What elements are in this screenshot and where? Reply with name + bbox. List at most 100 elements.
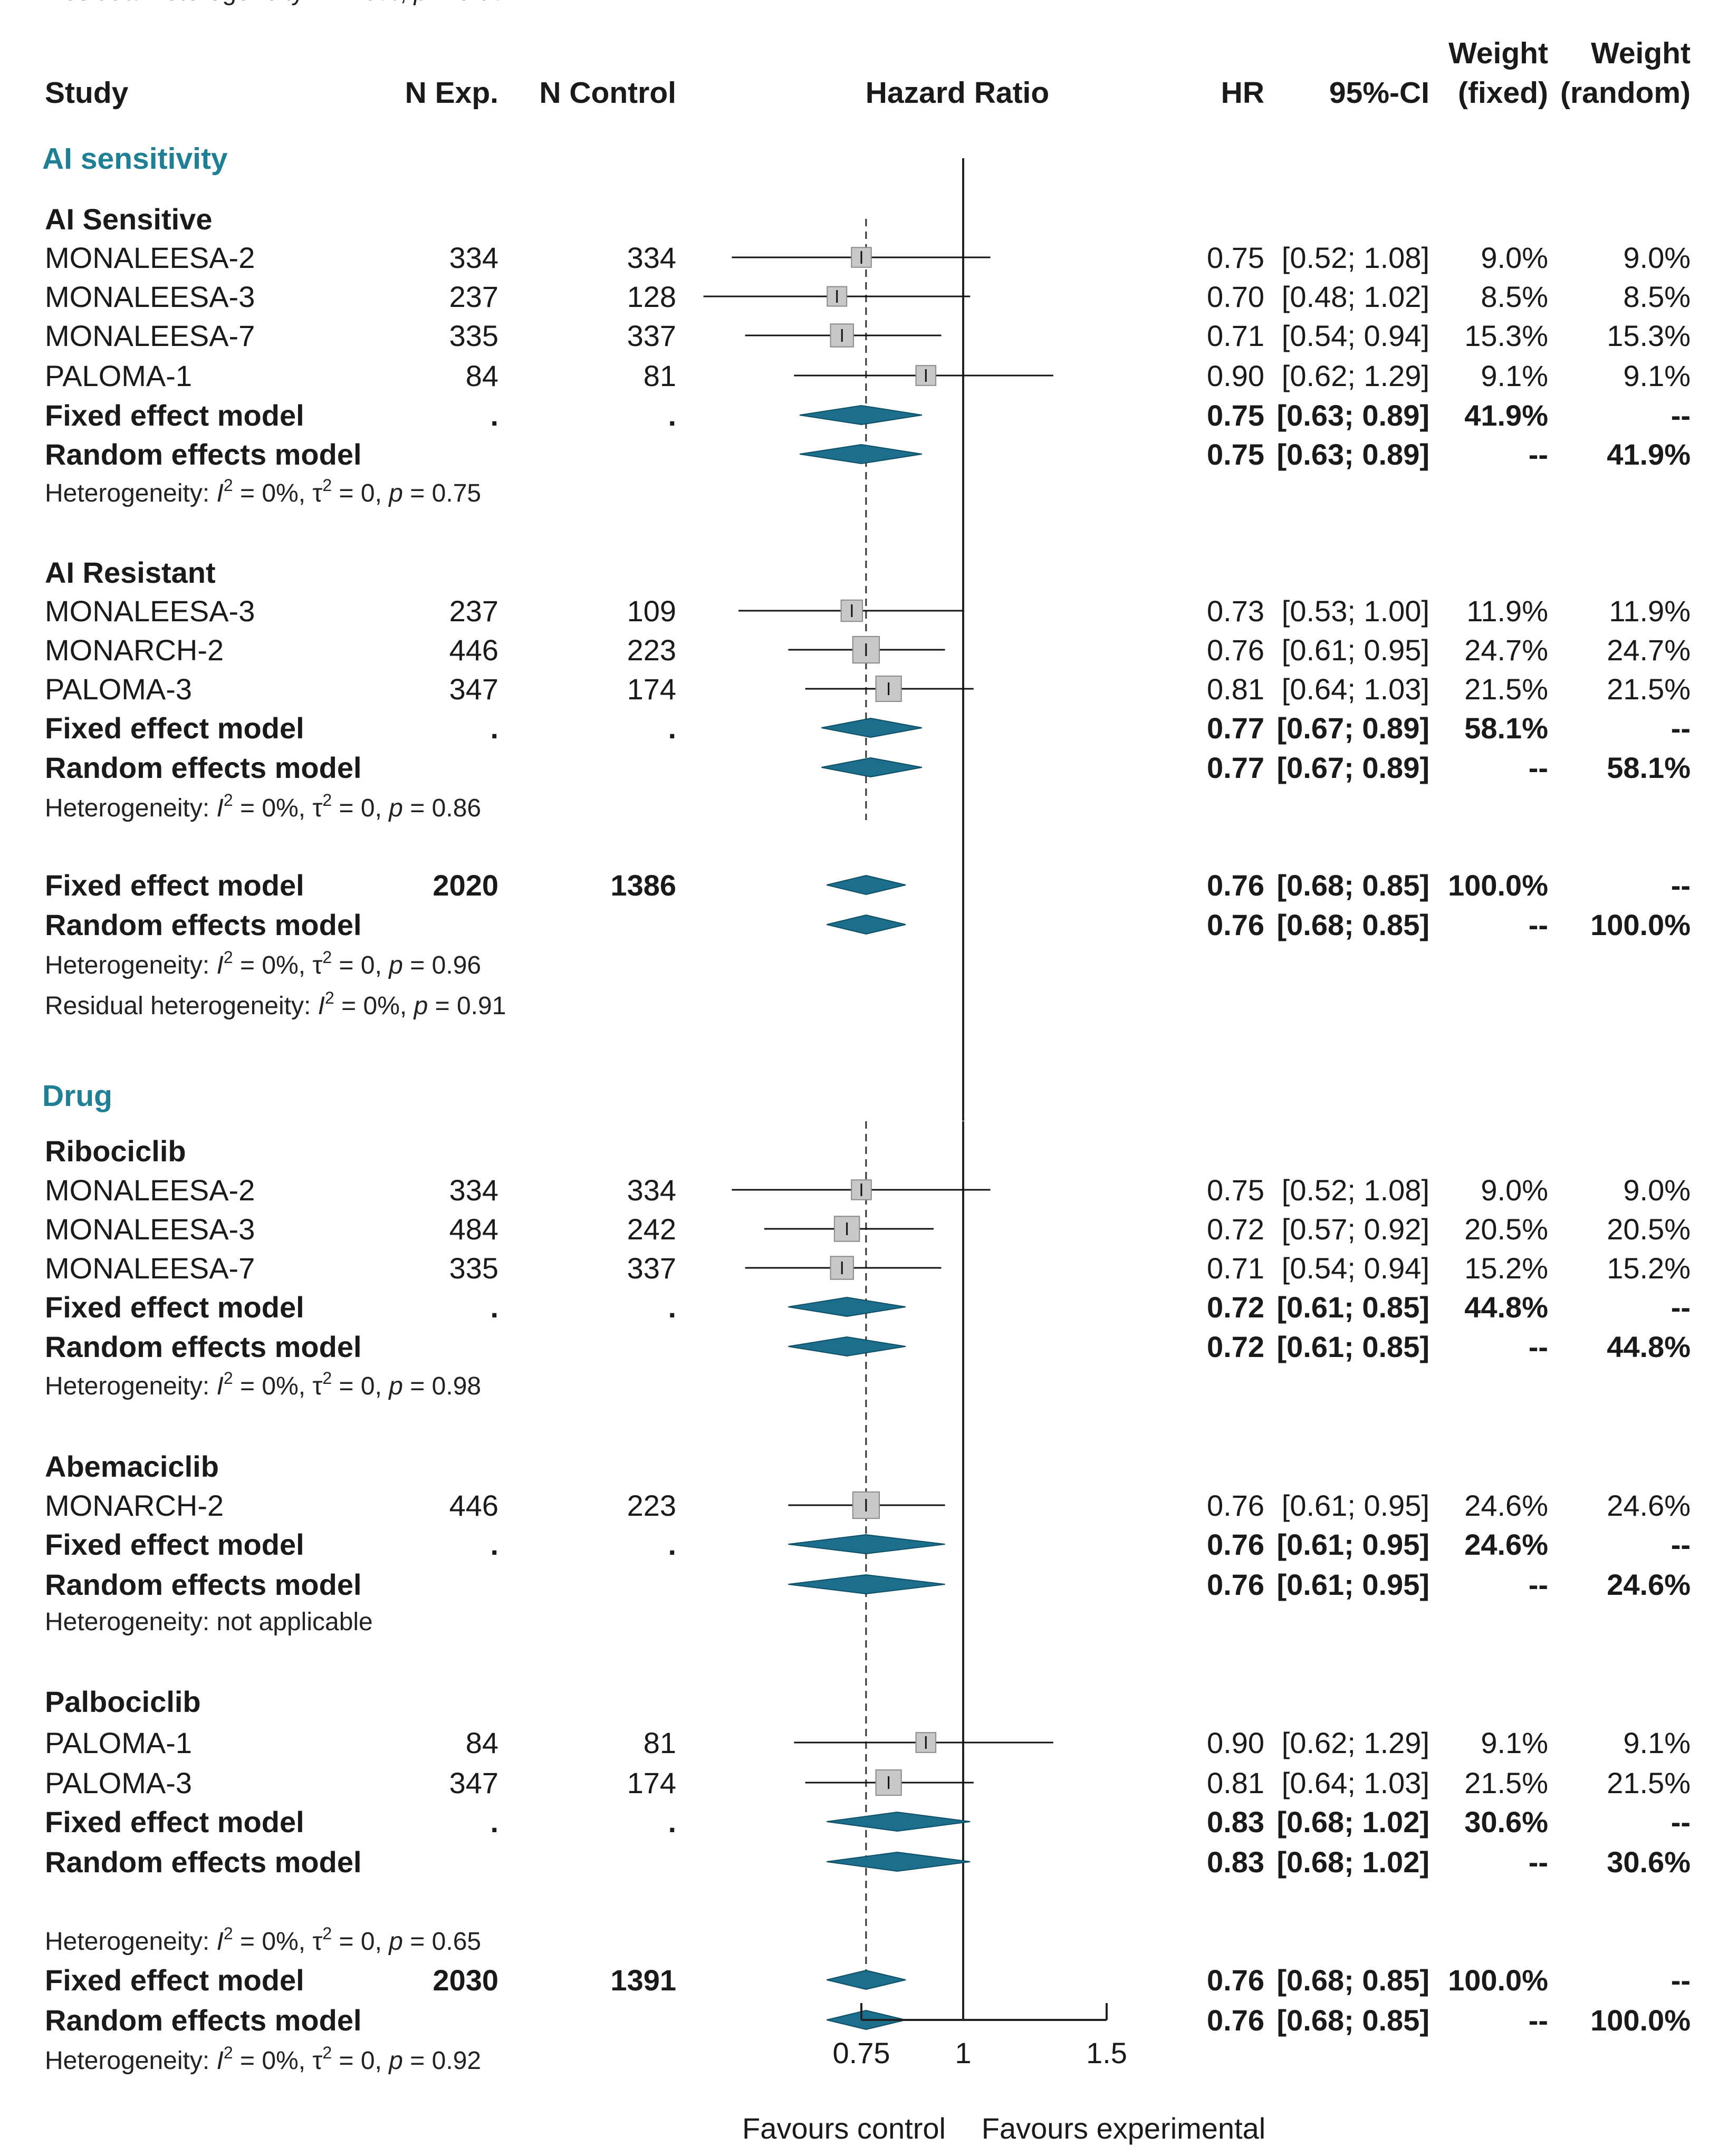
- weight-random-cell: --: [1671, 1805, 1691, 1839]
- residual-heterogeneity-stat: Residual heterogeneity: I2 = 0%, p = 0.9…: [45, 988, 506, 1020]
- pooled-row-label: Random effects model: [45, 1330, 362, 1363]
- n-exp-cell: .: [490, 711, 498, 745]
- ci-cell: [0.62; 1.29]: [1282, 1726, 1429, 1759]
- weight-fixed-cell: 41.9%: [1464, 399, 1548, 432]
- hr-cell: 0.77: [1207, 751, 1264, 784]
- header-n-exp: N Exp.: [405, 76, 498, 110]
- n-control-cell: 81: [644, 1726, 676, 1759]
- weight-fixed-cell: 21.5%: [1464, 1766, 1548, 1799]
- pooled-diamond: [827, 1811, 971, 1832]
- header-weight-fixed-line1: Weight: [1448, 36, 1548, 70]
- ci-cell: [0.68; 1.02]: [1277, 1845, 1430, 1879]
- ci-cell: [0.61; 0.85]: [1277, 1291, 1430, 1324]
- header-weight-fixed-line2: (fixed): [1458, 76, 1548, 110]
- weight-random-cell: 9.0%: [1623, 1173, 1691, 1207]
- heterogeneity-stat: Heterogeneity: I2 = 0%, τ2 = 0, p = 0.75: [45, 476, 481, 507]
- weight-random-cell: 9.1%: [1623, 359, 1691, 392]
- subgroup-title: AI Sensitive: [45, 203, 212, 236]
- weight-fixed-cell: 24.6%: [1464, 1528, 1548, 1561]
- n-control-cell: 223: [627, 1489, 676, 1522]
- study-row-label: MONARCH-2: [45, 1489, 224, 1522]
- ci-cell: [0.62; 1.29]: [1282, 359, 1429, 392]
- weight-random-cell: 11.9%: [1609, 594, 1691, 628]
- study-row-label: PALOMA-1: [45, 359, 192, 392]
- ci-cell: [0.68; 0.85]: [1277, 869, 1430, 902]
- ci-cell: [0.61; 0.85]: [1277, 1330, 1430, 1363]
- weight-fixed-cell: 58.1%: [1464, 711, 1548, 745]
- n-control-cell: 109: [627, 594, 676, 628]
- header-n-control: N Control: [539, 76, 676, 110]
- weight-random-cell: 44.8%: [1607, 1330, 1691, 1363]
- n-control-cell: 242: [627, 1212, 676, 1246]
- weight-fixed-cell: 21.5%: [1464, 672, 1548, 706]
- n-control-cell: .: [668, 1805, 676, 1839]
- subgroup-title: Palbociclib: [45, 1685, 201, 1718]
- pooled-row-label: Random effects model: [45, 908, 362, 941]
- weight-random-cell: 24.6%: [1607, 1489, 1691, 1522]
- hr-cell: 0.73: [1207, 594, 1264, 628]
- pooled-row-label: Fixed effect model: [45, 1291, 304, 1324]
- weight-random-cell: --: [1671, 1964, 1691, 1997]
- study-row-label: MONALEESA-2: [45, 1173, 255, 1207]
- pooled-diamond: [799, 444, 922, 465]
- study-row-label: PALOMA-3: [45, 1766, 192, 1799]
- weight-random-cell: --: [1671, 399, 1691, 432]
- weight-fixed-cell: 100.0%: [1448, 869, 1548, 902]
- hr-cell: 0.81: [1207, 1766, 1264, 1799]
- ci-cell: [0.68; 1.02]: [1277, 1805, 1430, 1839]
- pooled-row-label: Random effects model: [45, 1845, 362, 1879]
- n-control-cell: 223: [627, 633, 676, 667]
- n-control-cell: 1391: [610, 1964, 676, 1997]
- weight-random-cell: 100.0%: [1590, 908, 1691, 941]
- pooled-diamond: [827, 874, 906, 896]
- header-weight-random-line2: (random): [1560, 76, 1691, 110]
- ci-cell: [0.48; 1.02]: [1282, 280, 1429, 313]
- weight-fixed-cell: 15.2%: [1464, 1252, 1548, 1285]
- n-control-cell: 174: [627, 1766, 676, 1799]
- pooled-row-label: Fixed effect model: [45, 399, 304, 432]
- weight-fixed-cell: 9.1%: [1481, 1726, 1548, 1759]
- n-exp-cell: .: [490, 1291, 498, 1324]
- ci-cell: [0.63; 0.89]: [1277, 438, 1430, 471]
- pooled-diamond: [821, 757, 922, 778]
- header-hazard-ratio: Hazard Ratio: [866, 76, 1049, 110]
- weight-random-cell: 58.1%: [1607, 751, 1691, 784]
- x-tick-label: 0.75: [833, 2036, 890, 2070]
- hr-cell: 0.77: [1207, 711, 1264, 745]
- weight-fixed-cell: --: [1529, 1568, 1548, 1601]
- n-exp-cell: 335: [449, 1252, 498, 1285]
- n-exp-cell: 2030: [433, 1964, 498, 1997]
- study-row-label: MONALEESA-2: [45, 241, 255, 274]
- weight-fixed-cell: --: [1529, 438, 1548, 471]
- study-row-label: MONALEESA-7: [45, 1252, 255, 1285]
- section-title: Drug: [42, 1079, 112, 1113]
- ci-cell: [0.64; 1.03]: [1282, 672, 1429, 706]
- hr-cell: 0.75: [1207, 241, 1264, 274]
- n-exp-cell: 2020: [433, 869, 498, 902]
- n-control-cell: .: [668, 399, 676, 432]
- ci-cell: [0.68; 0.85]: [1277, 2004, 1430, 2037]
- weight-fixed-cell: 30.6%: [1464, 1805, 1548, 1839]
- study-row-label: MONALEESA-3: [45, 280, 255, 313]
- subgroup-title: Ribociclib: [45, 1134, 186, 1168]
- n-control-cell: .: [668, 1291, 676, 1324]
- pooled-diamond: [788, 1296, 906, 1317]
- n-exp-cell: 84: [466, 1726, 498, 1759]
- hr-cell: 0.76: [1207, 1528, 1264, 1561]
- weight-random-cell: 21.5%: [1607, 1766, 1691, 1799]
- n-exp-cell: 446: [449, 1489, 498, 1522]
- n-exp-cell: .: [490, 1805, 498, 1839]
- hr-cell: 0.83: [1207, 1845, 1264, 1879]
- pooled-diamond: [799, 405, 922, 426]
- weight-random-cell: 15.3%: [1607, 319, 1691, 352]
- weight-random-cell: 24.7%: [1607, 633, 1691, 667]
- ci-cell: [0.67; 0.89]: [1277, 751, 1430, 784]
- weight-fixed-cell: 44.8%: [1464, 1291, 1548, 1324]
- ci-cell: [0.68; 0.85]: [1277, 908, 1430, 941]
- header-weight-random-line1: Weight: [1591, 36, 1691, 70]
- pooled-diamond: [827, 1851, 971, 1872]
- n-control-cell: 128: [627, 280, 676, 313]
- ci-cell: [0.63; 0.89]: [1277, 399, 1430, 432]
- n-exp-cell: 334: [449, 1173, 498, 1207]
